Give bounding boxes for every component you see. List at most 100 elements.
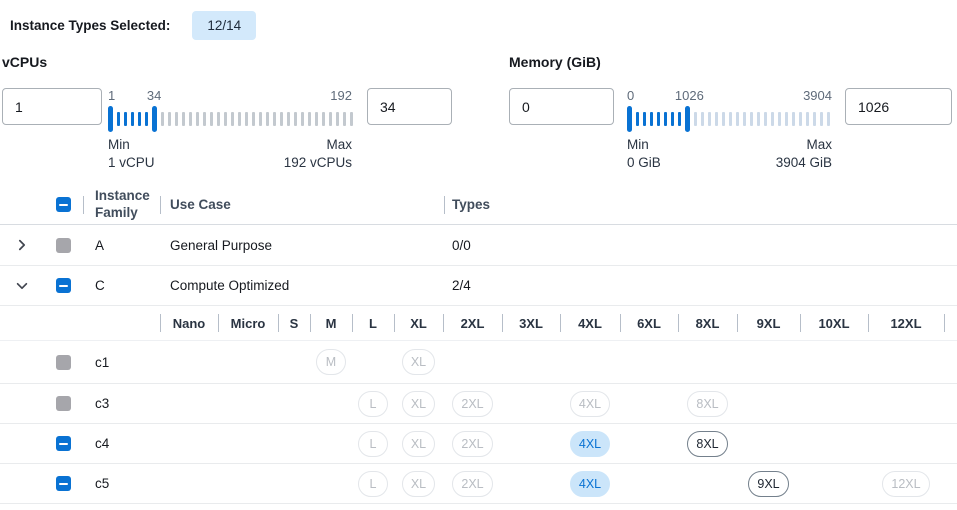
memory-filter: Memory (GiB) 0 1026 3904 Min 0 GiB Max 3904 Gi…	[509, 54, 952, 172]
memory-slider-tick	[664, 112, 667, 126]
vcpus-slider-handle-min[interactable]	[108, 106, 113, 132]
memory-slider-tick	[678, 112, 681, 126]
memory-slider-tick	[799, 112, 802, 126]
size-cell-c5-nano	[160, 464, 218, 503]
instance-family-table: Instance Family Use Case Types A General Pur…	[0, 185, 957, 505]
vcpus-slider-tick	[210, 112, 213, 126]
memory-slider-handle-min[interactable]	[627, 106, 632, 132]
expand-column-header	[0, 185, 44, 224]
vcpus-max-label: Max 192 vCPUs	[284, 136, 352, 172]
memory-minmax-labels: Min 0 GiB Max 3904 GiB	[627, 136, 832, 172]
instance-row: c4 L XL 2XL 4XL 8XL	[0, 424, 957, 465]
memory-slider-tick	[722, 112, 725, 126]
vcpus-minmax-labels: Min 1 vCPU Max 192 vCPUs	[108, 136, 352, 172]
size-chip-c5-9xl[interactable]: 9XL	[748, 470, 789, 497]
size-cell-c4-4xl: 4XL	[560, 424, 620, 463]
column-header-use-case: Use Case	[160, 185, 444, 224]
size-cell-c4-nano	[160, 424, 218, 463]
memory-slider-tick	[708, 112, 711, 126]
chevron-right-icon[interactable]	[14, 237, 30, 253]
size-header-trailing-divider	[944, 306, 957, 340]
size-cell-c3-s	[278, 384, 310, 423]
select-all-checkbox[interactable]	[56, 197, 71, 213]
size-cell-c5-10xl	[800, 464, 868, 503]
vcpus-slider-tick	[308, 112, 311, 126]
vcpus-max-caption: Max	[326, 137, 352, 152]
size-chip-c5-xl: XL	[401, 470, 436, 497]
instance-checkbox-c4[interactable]	[56, 436, 71, 452]
size-cell-c3-9xl	[737, 384, 800, 423]
size-cell-c5-m	[310, 464, 352, 503]
vcpus-max-input[interactable]	[367, 88, 452, 125]
memory-min-input[interactable]	[509, 88, 614, 125]
memory-slider-tick	[827, 112, 830, 126]
family-checkbox-C[interactable]	[56, 278, 71, 294]
instance-name: c5	[95, 476, 110, 492]
size-chip-c1-xl: XL	[401, 349, 436, 376]
size-cell-c4-6xl	[620, 424, 678, 463]
size-chip-c5-4xl[interactable]: 4XL	[569, 470, 611, 497]
memory-scale-current: 1026	[674, 88, 704, 103]
instance-checkbox-c5[interactable]	[56, 476, 71, 492]
memory-min-sub: 0 GiB	[627, 155, 661, 171]
size-cell-c5-s	[278, 464, 310, 503]
size-cell-c5-9xl: 9XL	[737, 464, 800, 503]
expand-cell	[0, 266, 44, 305]
family-name: A	[95, 237, 105, 253]
vcpus-slider-tick	[322, 112, 325, 126]
size-chip-c5-12xl: 12XL	[882, 470, 930, 497]
vcpus-slider-tick	[196, 112, 199, 126]
size-cell-c1-xl: XL	[394, 341, 443, 383]
expand-cell	[0, 225, 44, 265]
memory-slider-tick	[694, 112, 697, 126]
size-cell-c3-xl: XL	[394, 384, 443, 423]
vcpus-min-sub: 1 vCPU	[108, 155, 155, 171]
memory-slider-tick	[671, 112, 674, 126]
size-column-header-10xl: 10XL	[800, 306, 868, 340]
vcpus-slider-tick	[124, 112, 127, 126]
instance-checkbox-cell	[44, 341, 83, 383]
size-chip-c4-8xl[interactable]: 8XL	[687, 430, 728, 457]
filters-section: vCPUs 1 34 192 Min 1 vCPU Max 192 vCPUs Memory…	[0, 54, 957, 172]
vcpus-min-input[interactable]	[2, 88, 102, 125]
size-cell-c4-m	[310, 424, 352, 463]
memory-range-slider[interactable]: 0 1026 3904 Min 0 GiB Max 3904 GiB	[627, 88, 832, 172]
vcpus-scale-start: 1	[108, 88, 116, 103]
vcpus-slider-tick	[294, 112, 297, 126]
size-column-header-4xl: 4XL	[560, 306, 620, 340]
size-column-header-xl: XL	[394, 306, 443, 340]
vcpus-slider-tick	[224, 112, 227, 126]
vcpus-range-slider[interactable]: 1 34 192 Min 1 vCPU Max 192 vCPUs	[108, 88, 353, 172]
size-cell-c1-2xl	[443, 341, 502, 383]
size-cell-c4-8xl: 8XL	[678, 424, 737, 463]
chevron-down-icon[interactable]	[14, 278, 30, 294]
vcpus-min-label: Min 1 vCPU	[108, 136, 155, 172]
size-chip-c3-8xl: 8XL	[687, 390, 728, 417]
memory-slider-handle-max[interactable]	[685, 106, 690, 132]
instance-checkbox-c3	[56, 396, 71, 412]
vcpus-slider-tick	[336, 112, 339, 126]
size-cell-c1-3xl	[502, 341, 560, 383]
size-cell-c1-nano	[160, 341, 218, 383]
vcpus-slider-tick	[117, 112, 120, 126]
memory-slider-tick	[806, 112, 809, 126]
vcpus-slider-handle-max[interactable]	[152, 106, 157, 132]
size-cell-c3-6xl	[620, 384, 678, 423]
memory-max-input[interactable]	[845, 88, 952, 125]
size-cell-c4-10xl	[800, 424, 868, 463]
table-header-row: Instance Family Use Case Types	[0, 185, 957, 226]
family-types-count: 2/4	[452, 278, 471, 294]
vcpus-slider-tick	[350, 112, 353, 126]
selected-count-label: Instance Types Selected:	[10, 17, 171, 33]
selection-summary-bar: Instance Types Selected: 12/14	[0, 0, 957, 42]
family-checkbox-cell	[44, 225, 83, 265]
instance-checkbox-cell	[44, 384, 83, 423]
size-chip-c4-4xl[interactable]: 4XL	[569, 430, 611, 457]
instance-name: c4	[95, 436, 110, 452]
memory-slider-tick	[820, 112, 823, 126]
size-column-header-m: M	[310, 306, 352, 340]
column-header-types: Types	[444, 185, 957, 224]
memory-min-label: Min 0 GiB	[627, 136, 661, 172]
size-column-header-s: S	[278, 306, 310, 340]
memory-slider-tick	[729, 112, 732, 126]
